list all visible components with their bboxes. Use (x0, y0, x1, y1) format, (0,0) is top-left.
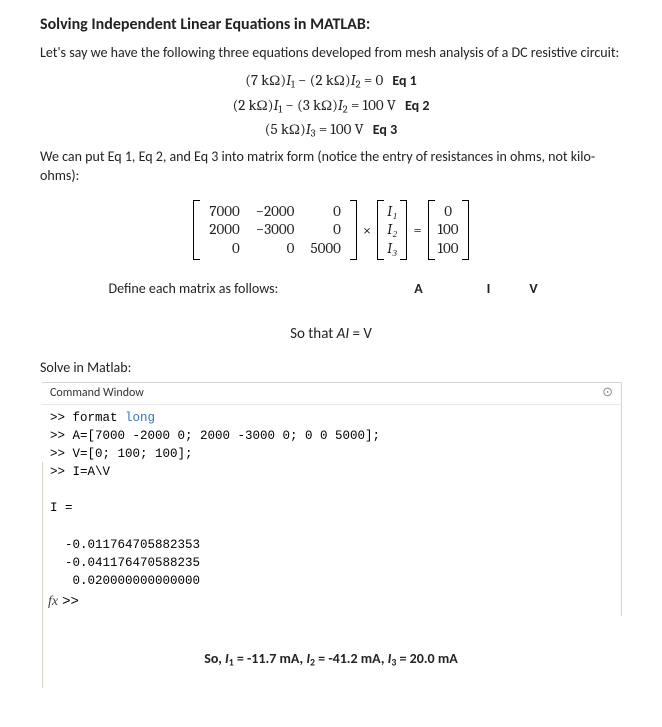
result-line: So, I1 = -11.7 mA, I2 = -41.2 mA, I3 = 2… (40, 650, 622, 668)
eq1-op: − (295, 71, 310, 89)
intro-paragraph: Let's say we have the following three eq… (40, 44, 622, 63)
command-window-title: Command Window (50, 386, 144, 400)
A-0-0: 7000 (201, 202, 247, 221)
equation-2: (2 kΩ)I1 − (3 kΩ)I2 = 100 V Eq 2 (40, 96, 622, 116)
eq2-term-a: (2 kΩ) (233, 96, 274, 114)
A-1-1: −3000 (248, 220, 303, 239)
A-1-0: 2000 (201, 220, 247, 239)
equation-1: (7 kΩ)I1 − (2 kΩ)I2 = 0 Eq 1 (40, 71, 622, 91)
so-that-line: So that AI = V (40, 325, 622, 343)
eq3-rhs: = 100 V (316, 120, 364, 138)
cmd-l5: I = (50, 501, 73, 515)
V-1: 100 (436, 220, 461, 239)
res-i2-val: = -41.2 mA, (315, 650, 388, 667)
command-window-body[interactable]: >> format long >> A=[7000 -2000 0; 2000 … (42, 405, 621, 592)
eq2-term-b: (3 kΩ) (297, 96, 338, 114)
matrix-A: 7000−20000 2000−30000 005000 (193, 200, 356, 260)
prompt-icon: >> (62, 594, 79, 610)
page-title: Solving Independent Linear Equations in … (40, 15, 622, 34)
A-2-2: 5000 (302, 239, 348, 258)
I-2: I₃ (385, 239, 399, 258)
eq2-label: Eq 2 (402, 97, 430, 114)
define-label: Define each matrix as follows: (109, 280, 374, 297)
fx-prompt-line[interactable]: fx >> (42, 592, 621, 616)
cmd-l3: >> V=[0; 100; 100]; (50, 447, 193, 461)
vertical-divider (42, 462, 43, 688)
cmd-l1a: >> format (50, 411, 125, 425)
A-0-1: −2000 (248, 202, 303, 221)
so-that-prefix: So that (290, 325, 337, 343)
cmd-l1b: long (125, 411, 155, 425)
V-2: 100 (436, 239, 461, 258)
fx-icon: fx (48, 594, 58, 609)
command-window: Command Window ⊙ >> format long >> A=[70… (42, 382, 622, 616)
A-1-2: 0 (302, 220, 348, 239)
res-i3-val: = 20.0 mA (396, 650, 457, 667)
times-symbol: × (363, 221, 371, 239)
equation-3: (5 kΩ)I3 = 100 V Eq 3 (40, 120, 622, 140)
eq1-label: Eq 1 (389, 72, 417, 89)
eq3-label: Eq 3 (370, 121, 398, 138)
solve-heading: Solve in Matlab: (40, 359, 622, 376)
eq1-rhs: = 0 (361, 71, 384, 89)
page-root: Solving Independent Linear Equations in … (0, 0, 662, 688)
matrix-equation: 7000−20000 2000−30000 005000 × I₁ I₂ I₃ … (40, 200, 622, 260)
matrix-labels-row: Define each matrix as follows: A I V (40, 280, 622, 297)
so-that-ai: AI (337, 325, 349, 343)
matrix-intro: We can put Eq 1, Eq 2, and Eq 3 into mat… (40, 148, 622, 186)
label-V: V (514, 280, 554, 297)
A-0-2: 0 (302, 202, 348, 221)
label-A: A (374, 280, 464, 297)
V-0: 0 (436, 202, 461, 221)
cmd-l2: >> A=[7000 -2000 0; 2000 -3000 0; 0 0 50… (50, 429, 380, 443)
I-0: I₁ (385, 202, 399, 221)
eq3-term-a: (5 kΩ) (265, 120, 306, 138)
cmd-r1: -0.011764705882353 (50, 538, 200, 552)
label-I: I (464, 280, 514, 297)
matrix-I: I₁ I₂ I₃ (377, 200, 407, 260)
res-i1-val: = -11.7 mA, (234, 650, 307, 667)
command-window-titlebar: Command Window ⊙ (42, 383, 621, 405)
I-1: I₂ (385, 220, 399, 239)
eq2-rhs: = 100 V (348, 96, 396, 114)
result-prefix: So, (204, 650, 225, 667)
cmd-r3: 0.020000000000000 (50, 574, 200, 588)
eq1-term-b: (2 kΩ) (310, 71, 351, 89)
eq1-term-a: (7 kΩ) (245, 71, 286, 89)
equals-symbol: = (413, 221, 421, 239)
cmd-r2: -0.041176470588235 (50, 556, 200, 570)
so-that-eqv: = V (349, 325, 372, 343)
matrix-V: 0 100 100 (428, 200, 469, 260)
A-2-1: 0 (248, 239, 303, 258)
eq2-op: − (282, 96, 297, 114)
A-2-0: 0 (201, 239, 247, 258)
cmd-l4: >> I=A\V (50, 465, 110, 479)
dock-icon[interactable]: ⊙ (602, 386, 613, 399)
